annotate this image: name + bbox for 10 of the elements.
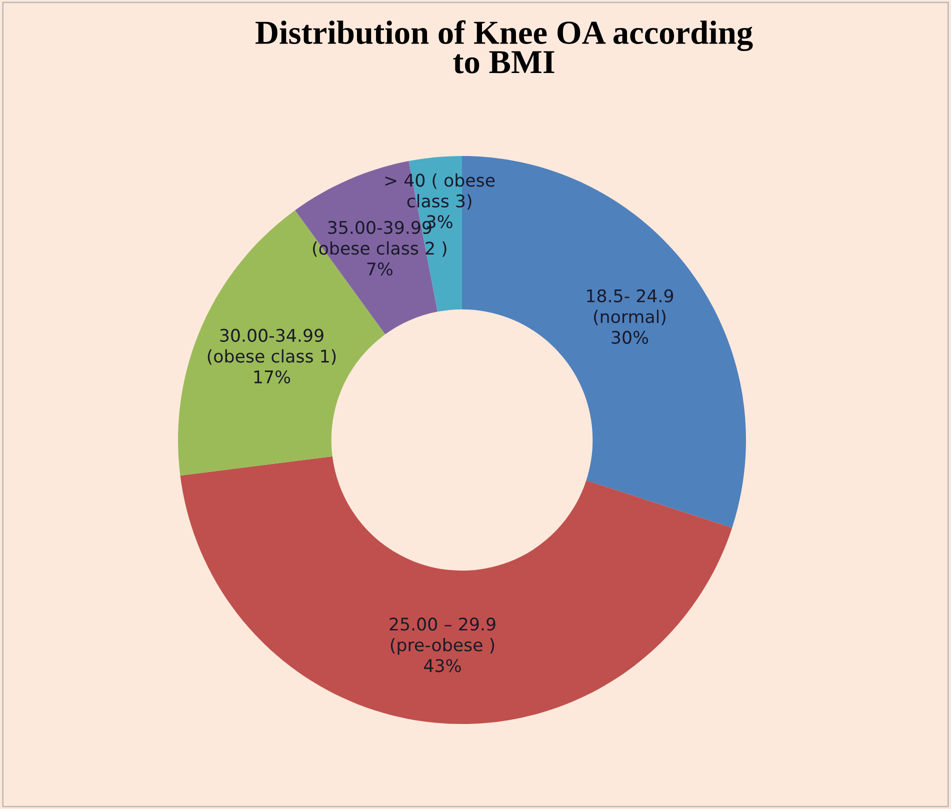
data-label: 7%: [367, 262, 392, 276]
slice-label: 30.00-34.99 (obese class 1): [208, 328, 336, 365]
chart-title: Distribution of Knee OA according to BMI: [256, 20, 753, 74]
slice-label: 25.00 – 29.9 (pre-obese ): [390, 618, 496, 655]
data-label: 17%: [254, 370, 290, 384]
slice-label: 18.5- 24.9 (normal): [587, 289, 674, 326]
donut-slice: [180, 456, 732, 724]
data-label: 43%: [424, 659, 461, 672]
slice-label: > 40 ( obese class 3): [385, 173, 495, 210]
data-label: 30%: [612, 330, 648, 344]
